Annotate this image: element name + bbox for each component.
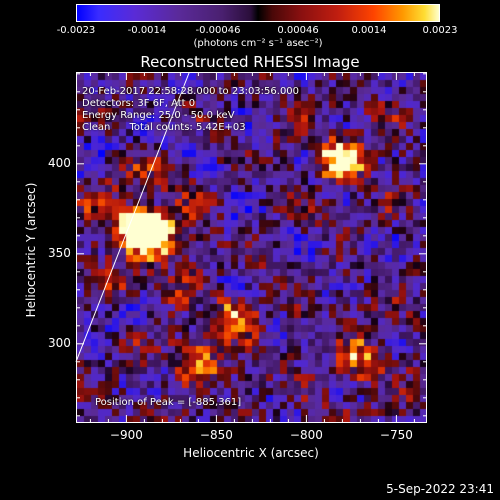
x-tick-label: −900 — [109, 428, 143, 442]
y-tick-label: 350 — [48, 245, 71, 260]
colorbar-unit: (photons cm⁻² s⁻¹ asec⁻²) — [193, 38, 323, 49]
colorbar-tick-label: -0.0023 — [56, 25, 96, 36]
observation-info: 20-Feb-2017 22:58:28.000 to 23:03:56.000… — [82, 86, 299, 134]
x-tick-label: −800 — [289, 428, 323, 442]
colorbar — [76, 4, 440, 22]
y-tick-label: 300 — [48, 335, 71, 350]
plot-area — [76, 72, 427, 423]
y-axis-label: Heliocentric Y (arcsec) — [24, 182, 38, 318]
heatmap-image — [77, 73, 426, 422]
x-tick-label: −850 — [199, 428, 233, 442]
peak-position: Position of Peak = [-885,361] — [95, 397, 242, 408]
total-counts: Clean Total counts: 5.42E+03 — [82, 122, 246, 133]
colorbar-tick-label: -0.0014 — [127, 25, 167, 36]
energy-range: Energy Range: 25.0 - 50.0 keV — [82, 110, 235, 121]
y-tick-label: 400 — [48, 155, 71, 170]
colorbar-tick-label: 0.00046 — [277, 25, 319, 36]
detectors: Detectors: 3F 6F, Att 0 — [82, 98, 196, 109]
colorbar-tick-label: 0.0023 — [422, 25, 458, 36]
time-range: 20-Feb-2017 22:58:28.000 to 23:03:56.000 — [82, 86, 300, 97]
chart-title: Reconstructed RHESSI Image — [140, 53, 360, 71]
colorbar-tick-label: 0.0014 — [351, 25, 387, 36]
x-axis-label: Heliocentric X (arcsec) — [183, 446, 319, 460]
x-tick-label: −750 — [379, 428, 413, 442]
limb-line — [75, 71, 190, 362]
timestamp: 5-Sep-2022 23:41 — [386, 482, 494, 496]
colorbar-tick-label: -0.00046 — [195, 25, 241, 36]
